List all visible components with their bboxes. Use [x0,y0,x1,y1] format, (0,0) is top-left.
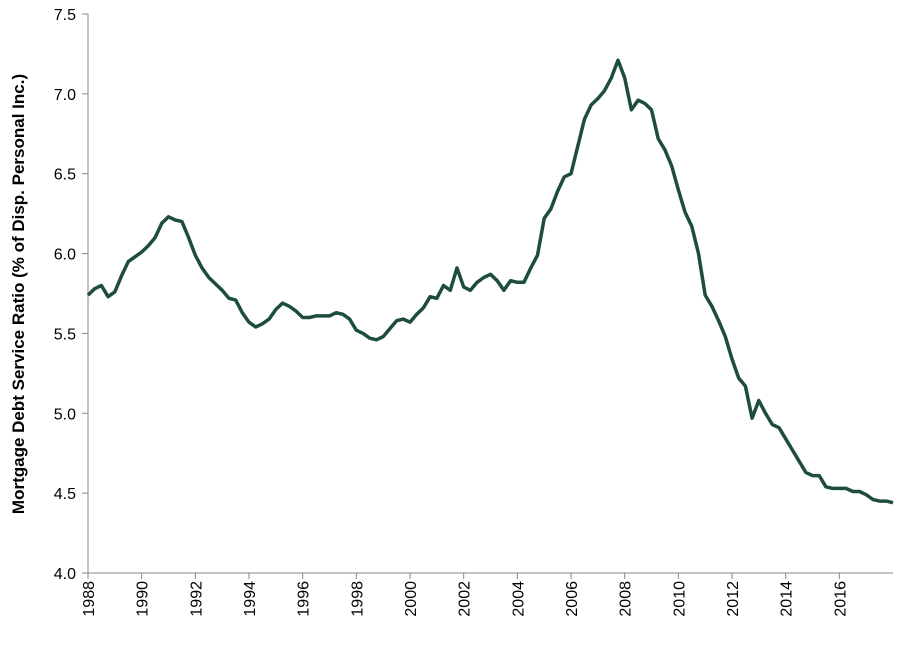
x-tick-label: 2002 [457,581,474,617]
x-tick-label: 2006 [564,581,581,617]
x-tick-label: 2000 [403,581,420,617]
x-tick-label: 2012 [725,581,742,617]
y-axis-title: Mortgage Debt Service Ratio (% of Disp. … [9,74,28,514]
x-tick-label: 1992 [188,581,205,617]
y-tick-label: 6.5 [54,167,76,184]
x-tick-label: 1988 [81,581,98,617]
x-tick-label: 2014 [779,581,796,617]
y-tick-label: 4.0 [54,566,76,583]
y-tick-label: 6.0 [54,247,76,264]
x-tick-label: 2008 [618,581,635,617]
x-tick-label: 1996 [296,581,313,617]
x-tick-label: 1994 [242,581,259,617]
x-tick-label: 1990 [135,581,152,617]
y-tick-label: 7.0 [54,87,76,104]
x-tick-label: 2016 [832,581,849,617]
x-tick-label: 1998 [349,581,366,617]
y-tick-label: 5.5 [54,326,76,343]
data-line [86,58,894,505]
y-tick-label: 4.5 [54,486,76,503]
y-tick-label: 7.5 [54,7,76,24]
y-tick-label: 5.0 [54,406,76,423]
x-tick-label: 2004 [510,581,527,617]
x-tick-label: 2010 [671,581,688,617]
